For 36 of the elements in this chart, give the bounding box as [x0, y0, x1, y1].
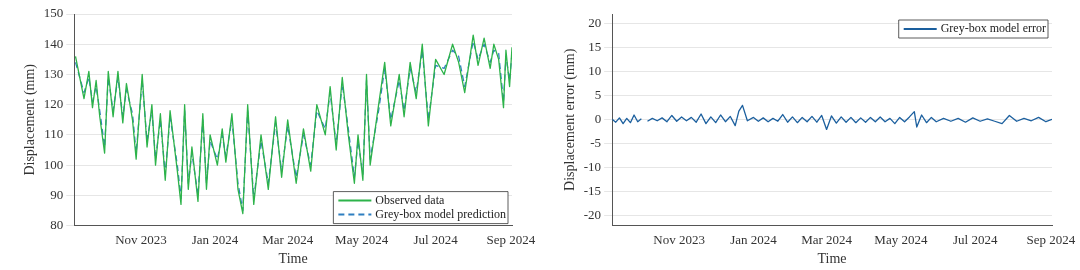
y-tick-label: 140 — [43, 35, 64, 51]
y-tick-label: 10 — [588, 63, 602, 79]
x-tick-label: May 2024 — [874, 231, 928, 247]
x-tick-label: May 2024 — [335, 231, 389, 247]
x-tick-label: Mar 2024 — [262, 231, 314, 247]
y-tick-label: 0 — [594, 111, 602, 127]
y-axis-title: Displacement (mm) — [22, 63, 39, 176]
y-tick-label: 150 — [43, 5, 64, 21]
x-tick-label: Sep 2024 — [486, 231, 536, 247]
x-tick-label: Sep 2024 — [1026, 231, 1076, 247]
y-tick-label: -15 — [583, 183, 602, 199]
x-axis-title: Time — [817, 251, 847, 267]
x-axis-title: Time — [278, 251, 308, 267]
y-tick-label: 15 — [588, 39, 602, 55]
legend-label: Observed data — [375, 192, 446, 207]
legend-label: Grey-box model error — [940, 21, 1046, 36]
x-tick-label: Nov 2023 — [653, 231, 705, 247]
x-tick-label: Jul 2024 — [953, 231, 998, 247]
x-tick-label: Jul 2024 — [413, 231, 459, 247]
y-tick-label: -10 — [583, 159, 602, 175]
x-tick-label: Jan 2024 — [730, 231, 778, 247]
y-tick-label: 120 — [43, 96, 64, 112]
y-tick-label: -5 — [590, 135, 602, 151]
y-tick-label: 20 — [588, 15, 602, 31]
y-tick-label: 110 — [44, 126, 64, 142]
x-tick-label: Mar 2024 — [801, 231, 853, 247]
x-tick-label: Nov 2023 — [115, 231, 167, 247]
y-tick-label: 5 — [594, 87, 602, 103]
y-tick-label: 80 — [50, 217, 64, 233]
y-tick-label: 100 — [43, 156, 64, 172]
x-tick-label: Jan 2024 — [191, 231, 239, 247]
y-tick-label: 130 — [43, 65, 64, 81]
legend-label: Grey-box model prediction — [375, 206, 507, 221]
y-tick-label: 90 — [50, 186, 64, 202]
y-axis-title: Displacement error (mm) — [562, 48, 579, 191]
y-tick-label: -20 — [583, 207, 602, 223]
